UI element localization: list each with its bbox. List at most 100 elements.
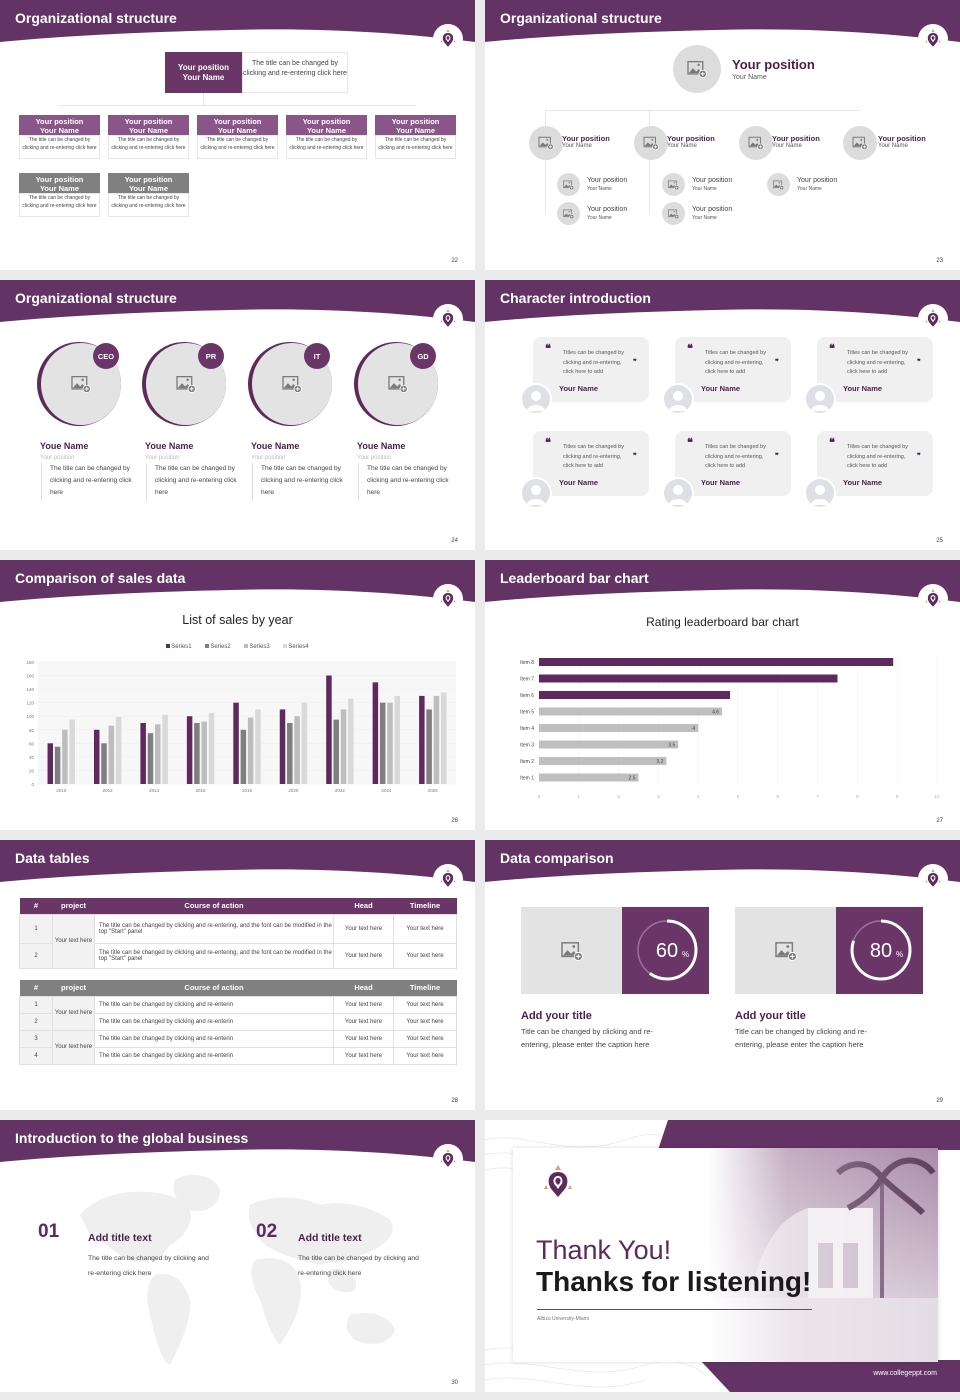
slide-header: Organizational structure <box>485 0 960 44</box>
svg-text:4: 4 <box>697 794 700 799</box>
chart-title: List of sales by year <box>182 613 293 627</box>
svg-text:140: 140 <box>26 687 34 692</box>
avatar <box>804 477 836 509</box>
photo-placeholder[interactable] <box>529 126 563 160</box>
connector-line <box>203 93 204 105</box>
photo-placeholder[interactable] <box>662 202 685 225</box>
svg-text:120: 120 <box>26 701 34 706</box>
svg-text:100: 100 <box>26 714 34 719</box>
svg-text:2.5: 2.5 <box>629 776 636 782</box>
svg-text:60: 60 <box>29 741 35 746</box>
slide-title: Organizational structure <box>500 10 662 26</box>
svg-text:Item 5: Item 5 <box>520 710 534 716</box>
svg-text:2024: 2024 <box>381 788 392 793</box>
svg-text:2016: 2016 <box>196 788 207 793</box>
page-number: 28 <box>451 1098 458 1104</box>
svg-text:2026: 2026 <box>428 788 439 793</box>
photo-placeholder[interactable] <box>673 45 721 93</box>
slide-header: Comparison of sales data <box>0 560 475 604</box>
org-top-description: The title can be changed by clicking and… <box>242 52 348 93</box>
slide-title: Organizational structure <box>15 290 177 306</box>
table-row: 3 Your text here The title can be change… <box>19 1029 457 1065</box>
slide-30[interactable]: Introduction to the global business 01 A… <box>0 1120 475 1392</box>
slide-27[interactable]: Leaderboard bar chart Rating leaderboard… <box>485 560 960 830</box>
legend-item: Series4 <box>283 644 309 650</box>
org-card[interactable]: Your position Your Name The title can be … <box>19 115 100 159</box>
progress-ring-60: 60 % <box>622 907 709 994</box>
photo-placeholder[interactable] <box>521 907 622 994</box>
slide-header: Character introduction <box>485 280 960 324</box>
svg-text:%: % <box>682 950 689 959</box>
org-card[interactable]: Your position Your Name The title can be … <box>375 115 456 159</box>
open-quote-icon: ❝ <box>545 343 551 355</box>
testimonial-card[interactable]: ❝ Titles can be changed by clicking and … <box>675 337 791 402</box>
testimonial-card[interactable]: ❝ Titles can be changed by clicking and … <box>533 431 649 496</box>
thank-you-heading: Thank You! <box>536 1235 672 1265</box>
university-name: Albizu University-Miami <box>537 1316 589 1322</box>
website-link[interactable]: www.collegeppt.com <box>873 1370 937 1377</box>
avatar <box>520 477 552 509</box>
photo-placeholder[interactable] <box>843 126 877 160</box>
testimonial-card[interactable]: ❝ Titles can be changed by clicking and … <box>533 337 649 402</box>
chart-legend: Series1 Series2 Series3 Series4 <box>0 644 475 650</box>
page-number: 23 <box>936 258 943 264</box>
table-row: 1 Your text here The title can be change… <box>19 913 457 969</box>
slide-29[interactable]: Data comparison 60 % Add your title Titl… <box>485 840 960 1110</box>
page-number: 27 <box>936 818 943 824</box>
item-description: Title can be changed by clicking and re-… <box>521 1027 653 1049</box>
photo-placeholder[interactable] <box>767 173 790 196</box>
university-logo-icon <box>918 584 948 614</box>
org-card[interactable]: Your position Your Name The title can be … <box>286 115 367 159</box>
slide-header: Leaderboard bar chart <box>485 560 960 604</box>
item-number: 01 <box>38 1221 60 1242</box>
svg-text:80: 80 <box>870 940 892 962</box>
photo-placeholder[interactable] <box>739 126 773 160</box>
table-row: 2 The title can be changed by clicking a… <box>19 942 457 969</box>
org-card[interactable]: Your position Your Name The title can be … <box>197 115 278 159</box>
slide-24[interactable]: Organizational structure CEO Youe Name Y… <box>0 280 475 550</box>
org-card[interactable]: Your position Your Name The title can be … <box>108 115 189 159</box>
slide-22[interactable]: Organizational structure Your position Y… <box>0 0 475 270</box>
slide-thank-you[interactable]: Thank You! Thanks for listening! Albizu … <box>485 1120 960 1392</box>
svg-text:1: 1 <box>578 794 581 799</box>
svg-text:Item 8: Item 8 <box>520 660 534 666</box>
slide-25[interactable]: Character introduction ❝ Titles can be c… <box>485 280 960 550</box>
page-number: 24 <box>451 538 458 544</box>
photo-placeholder[interactable] <box>557 173 580 196</box>
slide-header: Data tables <box>0 840 475 884</box>
photo-placeholder[interactable] <box>557 202 580 225</box>
item-title: Add title text <box>88 1232 152 1244</box>
page-number: 22 <box>451 258 458 264</box>
org-card[interactable]: Your position Your Name The title can be … <box>19 173 100 217</box>
role-badge: IT <box>304 343 330 369</box>
photo-placeholder[interactable] <box>662 173 685 196</box>
photo-placeholder[interactable] <box>634 126 668 160</box>
testimonial-card[interactable]: ❝ Titles can be changed by clicking and … <box>817 337 933 402</box>
svg-text:Item 7: Item 7 <box>520 677 534 683</box>
avatar <box>520 383 552 415</box>
slide-title: Leaderboard bar chart <box>500 570 649 586</box>
testimonial-card[interactable]: ❝ Titles can be changed by clicking and … <box>675 431 791 496</box>
photo-placeholder[interactable] <box>735 907 836 994</box>
item-title: Add your title <box>521 1010 592 1022</box>
slide-23[interactable]: Organizational structure Your position Y… <box>485 0 960 270</box>
testimonial-card[interactable]: ❝ Titles can be changed by clicking and … <box>817 431 933 496</box>
org-card[interactable]: Your position Your Name The title can be … <box>108 173 189 217</box>
slide-28[interactable]: Data tables # project Course of action H… <box>0 840 475 1110</box>
svg-text:160: 160 <box>26 674 34 679</box>
svg-text:2022: 2022 <box>335 788 346 793</box>
table-row: 4 The title can be changed by clicking a… <box>19 1046 457 1065</box>
role-badge: GD <box>410 343 436 369</box>
org-top-position[interactable]: Your position Your Name <box>165 52 242 93</box>
item-number: 02 <box>256 1221 278 1242</box>
svg-text:20: 20 <box>29 768 35 773</box>
data-table-2: # project Course of action Head Timeline… <box>19 980 457 1065</box>
slide-26[interactable]: Comparison of sales data List of sales b… <box>0 560 475 830</box>
svg-text:2014: 2014 <box>149 788 160 793</box>
svg-text:4.6: 4.6 <box>712 710 719 716</box>
university-logo-icon <box>918 24 948 54</box>
svg-text:8: 8 <box>856 794 859 799</box>
avatar <box>662 477 694 509</box>
svg-text:2018: 2018 <box>242 788 253 793</box>
avatar <box>804 383 836 415</box>
